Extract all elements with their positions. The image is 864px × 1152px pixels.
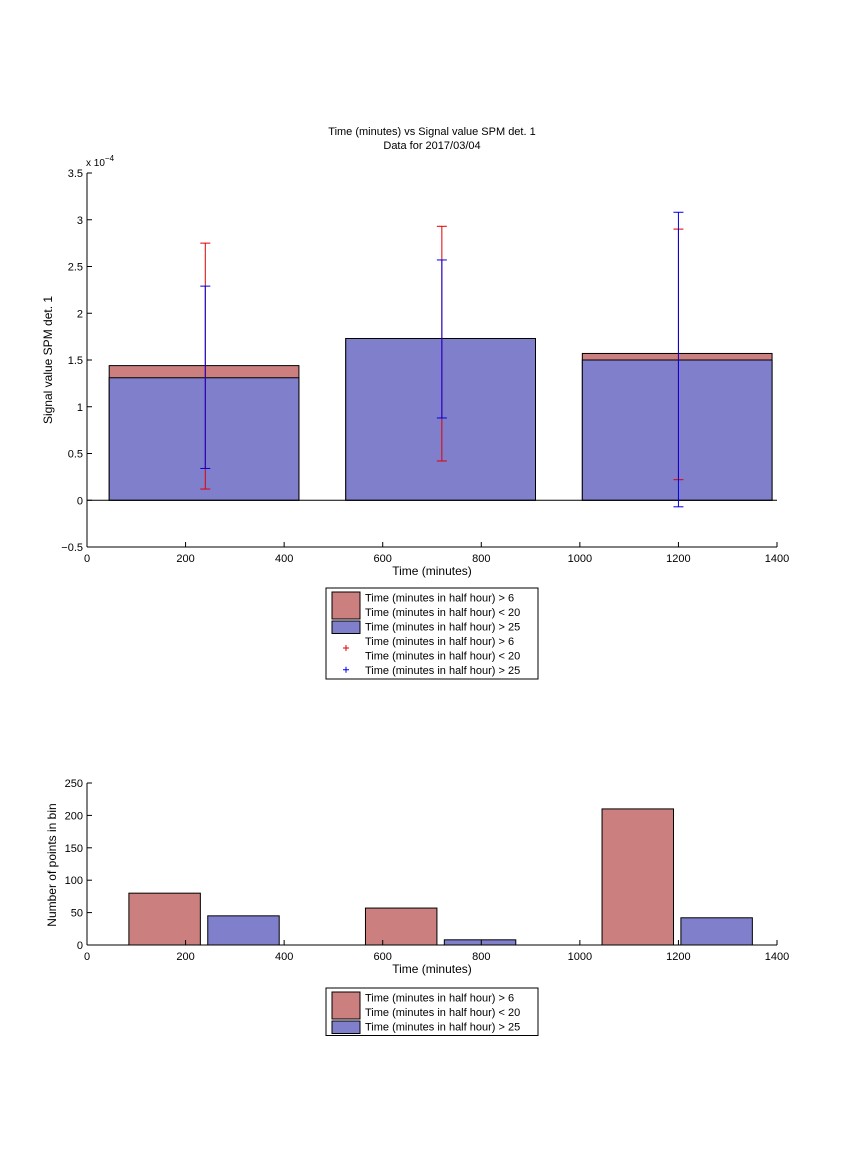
red-series-swatch: [331, 991, 361, 1020]
blue-series-bar: [443, 939, 517, 946]
blue-errorbar: [200, 285, 211, 469]
blue-series-bar: [207, 915, 280, 946]
y-axis-label: Signal value SPM det. 1: [41, 296, 55, 424]
red-series-bar: [601, 808, 674, 946]
y-tick-label: 0: [77, 940, 83, 952]
count-chart: 0 200 400 600 800 1000 1200 1400 0 50 100 150 200 25…: [45, 778, 789, 1036]
legend: Time (minutes in half hour) > 6 Time (min…: [325, 987, 539, 1036]
legend-entry-text: Time (minutes in half hour) < 20: [365, 651, 520, 663]
x-tick-label: 0: [84, 951, 90, 963]
x-tick-label: 600: [374, 951, 392, 963]
y-tick-label: 100: [65, 875, 83, 887]
x-tick-label: 800: [472, 951, 490, 963]
bar-layer: [87, 337, 777, 501]
bar-layer: [128, 808, 753, 946]
x-tick-label: 0: [84, 553, 90, 565]
x-tick-label: 800: [472, 553, 490, 565]
y-tick-labels: 0 50 100 150 200 250: [65, 778, 83, 952]
x-tick-label: 1400: [765, 951, 789, 963]
y-tick-label: 3.5: [68, 168, 83, 180]
y-tick-label: 1: [77, 402, 83, 414]
blue-errorbar: [436, 259, 447, 419]
y-tick-label: 3: [77, 215, 83, 227]
y-tick-labels: −0.5 0 0.5 1 1.5 2 2.5 3 3.5: [61, 168, 83, 554]
y-tick-label: 200: [65, 810, 83, 822]
red-series-bar: [128, 892, 201, 946]
y-tick-label: −0.5: [61, 542, 83, 554]
legend-box: [325, 587, 539, 680]
y-exponent-label: x 10−4: [86, 154, 115, 169]
exponent-base: x 10: [86, 158, 105, 169]
x-tick-labels: 0 200 400 600 800 1000 1200 1400: [84, 553, 789, 565]
x-tick-label: 400: [275, 553, 293, 565]
x-tick-label: 400: [275, 951, 293, 963]
legend-entry-text: Time (minutes in half hour) > 25: [365, 665, 520, 677]
axes: [86, 172, 778, 548]
legend-entry-text: Time (minutes in half hour) > 6: [365, 993, 514, 1005]
y-tick-label: 2: [77, 308, 83, 320]
signal-chart: Time (minutes) vs Signal value SPM det. …: [41, 126, 789, 680]
y-tick-label: 250: [65, 778, 83, 790]
y-tick-label: 2.5: [68, 262, 83, 274]
x-tick-label: 200: [176, 951, 194, 963]
legend: Time (minutes in half hour) > 6 Time (min…: [325, 587, 539, 680]
x-tick-label: 1200: [666, 553, 690, 565]
blue-series-bar: [345, 337, 536, 501]
legend-entry-text: Time (minutes in half hour) < 20: [365, 607, 520, 619]
y-tick-label: 50: [71, 908, 83, 920]
blue-series-bar: [581, 359, 773, 501]
x-tick-label: 1000: [568, 553, 592, 565]
errorbar-layer: [200, 211, 684, 508]
legend-box: [325, 987, 539, 1036]
legend-entry-text: Time (minutes in half hour) < 20: [365, 1007, 520, 1019]
blue-series-swatch: [331, 620, 361, 634]
legend-entry-text: Time (minutes in half hour) > 25: [365, 1022, 520, 1034]
x-tick-label: 200: [176, 553, 194, 565]
red-series-bar: [364, 907, 438, 946]
chart-title: Time (minutes) vs Signal value SPM det. …: [328, 126, 535, 138]
legend-entry-text: Time (minutes in half hour) > 6: [365, 636, 514, 648]
y-tick-label: 0.5: [68, 449, 83, 461]
blue-series-bar: [108, 377, 300, 501]
x-tick-labels: 0 200 400 600 800 1000 1200 1400: [84, 951, 789, 963]
x-tick-label: 1200: [666, 951, 690, 963]
y-tick-label: 1.5: [68, 355, 83, 367]
blue-errorbar: [673, 211, 684, 508]
legend-entry-text: Time (minutes in half hour) > 25: [365, 622, 520, 634]
red-series-swatch: [331, 591, 361, 620]
x-axis-label: Time (minutes): [392, 564, 472, 578]
x-axis-label: Time (minutes): [392, 962, 472, 976]
exponent-power: −4: [105, 154, 115, 163]
x-tick-label: 1400: [765, 553, 789, 565]
x-tick-label: 600: [374, 553, 392, 565]
y-tick-label: 150: [65, 843, 83, 855]
x-tick-label: 1000: [568, 951, 592, 963]
blue-series-swatch: [331, 1020, 361, 1034]
y-axis-label: Number of points in bin: [45, 803, 59, 926]
chart-subtitle: Data for 2017/03/04: [383, 140, 480, 152]
y-tick-label: 0: [77, 495, 83, 507]
blue-series-bar: [680, 917, 753, 946]
axes: [86, 782, 778, 946]
legend-entry-text: Time (minutes in half hour) > 6: [365, 593, 514, 605]
